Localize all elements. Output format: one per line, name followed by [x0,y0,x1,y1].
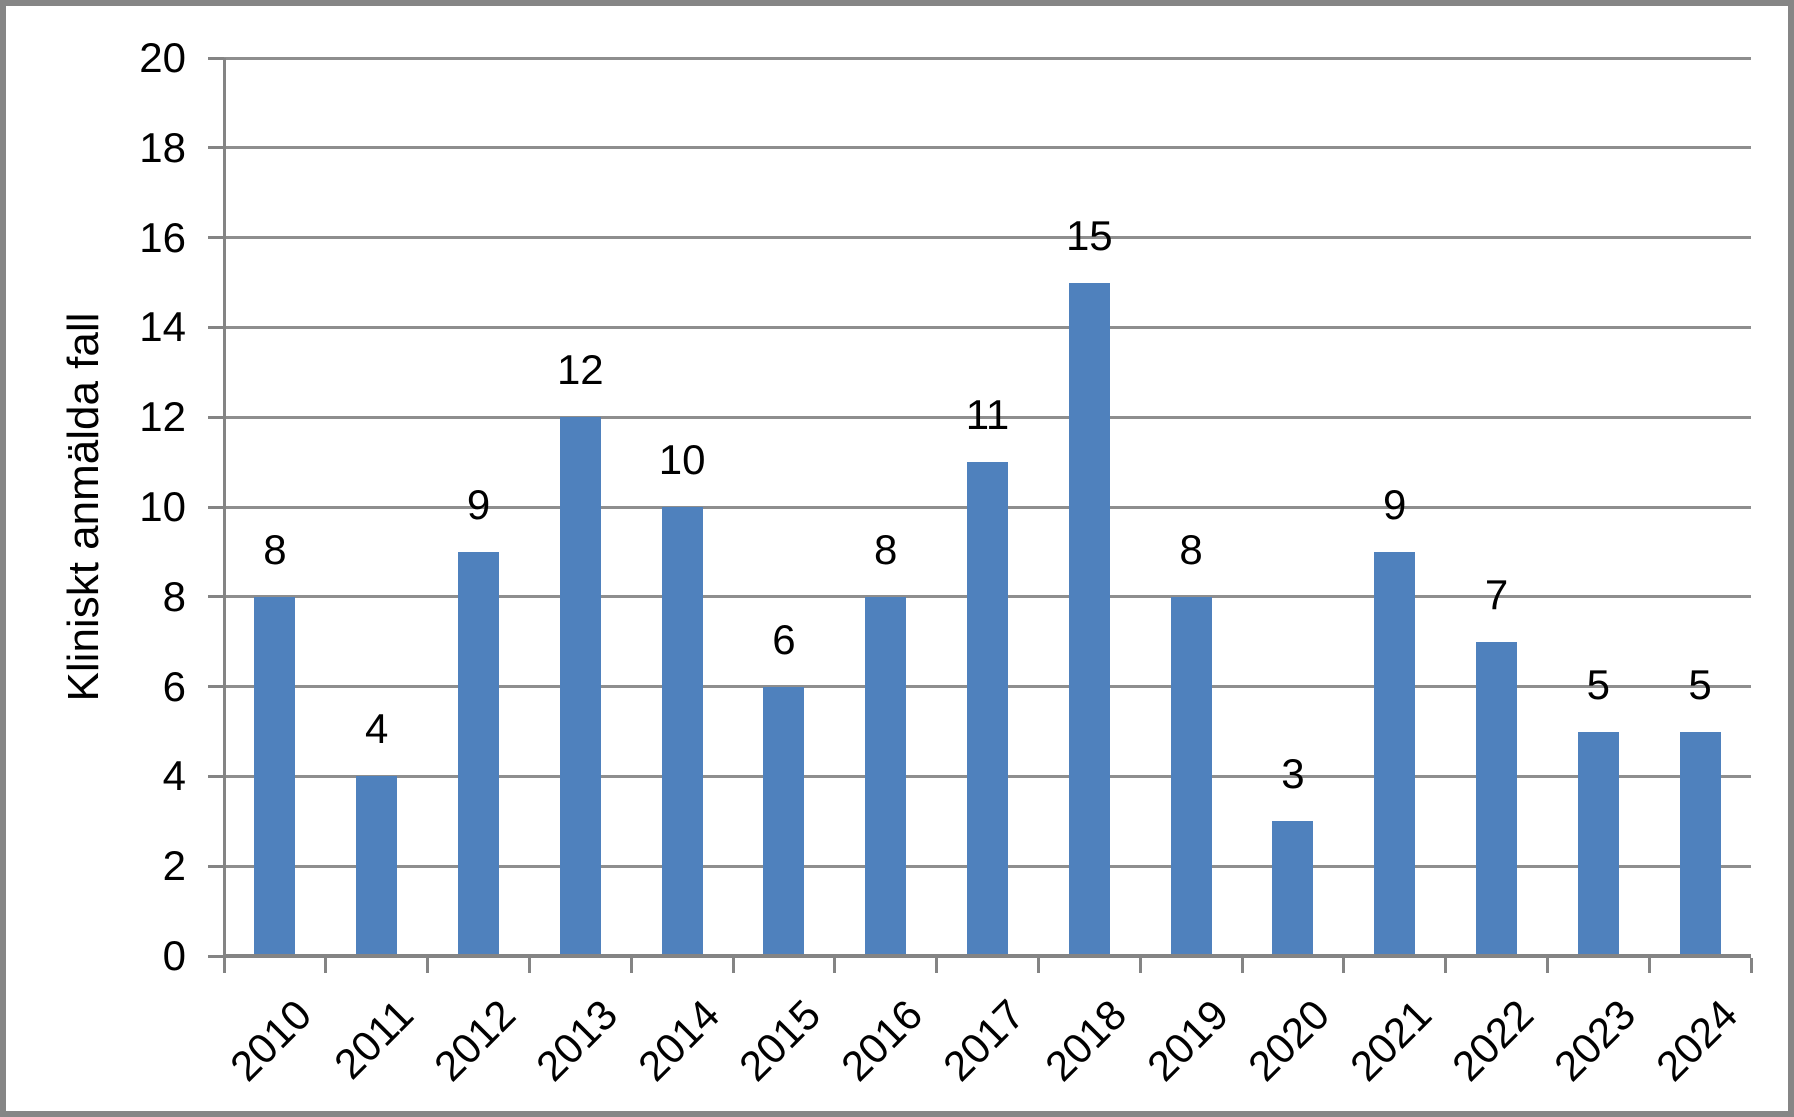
x-tick-label-text-2022: 2022 [1443,990,1543,1090]
bar-value-label-2024: 5 [1688,660,1712,708]
x-axis-tick-3 [527,958,531,973]
x-axis-tick-6 [833,958,837,973]
x-axis-tick-13 [1545,958,1549,973]
y-tick-label-6: 6 [162,662,186,710]
x-axis-tick-0 [222,958,226,973]
bar-2013 [559,417,601,956]
x-tick-label-text-2010: 2010 [221,990,321,1090]
y-axis-tick-12 [208,415,224,419]
bar-2011 [356,776,398,956]
y-axis-tick-6 [208,685,224,689]
x-tick-label-text-2014: 2014 [628,990,728,1090]
bar-value-label-2021: 9 [1383,480,1407,528]
y-axis-tick-4 [208,774,224,778]
bar-value-label-2011: 4 [365,705,389,753]
bar-value-label-2013: 12 [556,346,604,394]
y-axis-tick-0 [208,954,224,958]
bar-2017 [967,462,1008,956]
gridline-y18 [224,146,1751,150]
x-tick-label-text-2020: 2020 [1239,990,1339,1090]
x-axis-tick-9 [1138,958,1142,973]
bar-value-label-2023: 5 [1586,660,1610,708]
y-axis-tick-18 [208,146,224,150]
bar-value-label-2022: 7 [1484,570,1509,618]
x-tick-label-text-2023: 2023 [1544,990,1645,1090]
y-axis-tick-20 [208,56,224,60]
gridline-y16 [224,236,1751,240]
bar-2023 [1577,731,1619,956]
x-axis-tick-11 [1342,958,1346,973]
x-tick-label-text-2018: 2018 [1035,990,1136,1090]
bar-2015 [763,686,805,956]
bar-value-label-2019: 8 [1179,525,1203,573]
bar-2019 [1170,596,1212,956]
x-tick-label-text-2017: 2017 [934,990,1034,1090]
bar-value-label-2014: 10 [658,436,706,483]
bar-value-label-2010: 8 [263,525,287,573]
y-tick-label-12: 12 [139,393,186,441]
x-axis-tick-1 [324,958,328,973]
bar-2012 [458,551,499,956]
gridline-y12 [224,415,1751,419]
x-tick-label-text-2019: 2019 [1137,990,1237,1090]
bar-2018 [1068,282,1110,956]
y-tick-label-8: 8 [162,572,186,620]
y-axis-tick-2 [208,864,224,868]
y-tick-label-2: 2 [162,842,186,890]
gridline-y14 [224,325,1751,329]
x-axis-tick-7 [935,958,939,973]
bar-2010 [254,596,296,956]
x-axis-tick-2 [426,958,430,973]
x-axis-tick-10 [1240,958,1244,973]
y-axis-tick-16 [208,236,224,240]
bar-2024 [1679,731,1721,956]
x-tick-label-text-2016: 2016 [832,990,932,1090]
x-axis-tick-8 [1036,958,1040,973]
bar-2021 [1374,551,1416,956]
x-tick-label-text-2012: 2012 [425,990,525,1090]
bar-2014 [661,507,703,956]
x-tick-label-text-2013: 2013 [526,990,627,1090]
y-tick-label-16: 16 [139,213,186,261]
y-axis-tick-8 [208,595,224,599]
y-tick-label-18: 18 [139,123,186,171]
x-tick-label-text-2021: 2021 [1341,990,1441,1090]
bar-2020 [1272,821,1314,956]
y-tick-label-14: 14 [139,303,186,351]
x-tick-label-text-2015: 2015 [730,990,830,1090]
bar-value-label-2012: 9 [466,480,491,528]
y-axis-tick-14 [208,325,224,329]
y-tick-label-20: 20 [139,34,186,81]
x-axis-tick-14 [1647,958,1651,973]
y-tick-label-10: 10 [139,483,186,530]
x-axis-tick-15 [1749,958,1753,973]
y-tick-label-0: 0 [162,932,186,979]
x-axis-tick-4 [629,958,633,973]
bar-value-label-2015: 6 [772,615,796,663]
x-tick-label-text-2024: 2024 [1646,990,1746,1090]
bar-value-label-2020: 3 [1281,750,1305,798]
gridline-y20 [224,56,1751,60]
x-axis-line [224,954,1751,958]
bar-value-label-2018: 15 [1065,211,1113,259]
y-axis-line [223,58,226,956]
x-axis-tick-12 [1444,958,1448,973]
y-axis-tick-10 [208,505,224,509]
bar-2016 [865,596,907,956]
bar-value-label-2016: 8 [874,525,898,573]
bar-2022 [1476,641,1517,956]
bar-value-label-2017: 11 [965,391,1010,439]
x-axis-tick-5 [731,958,735,973]
y-tick-label-4: 4 [162,752,186,800]
x-tick-label-text-2011: 2011 [325,990,423,1088]
